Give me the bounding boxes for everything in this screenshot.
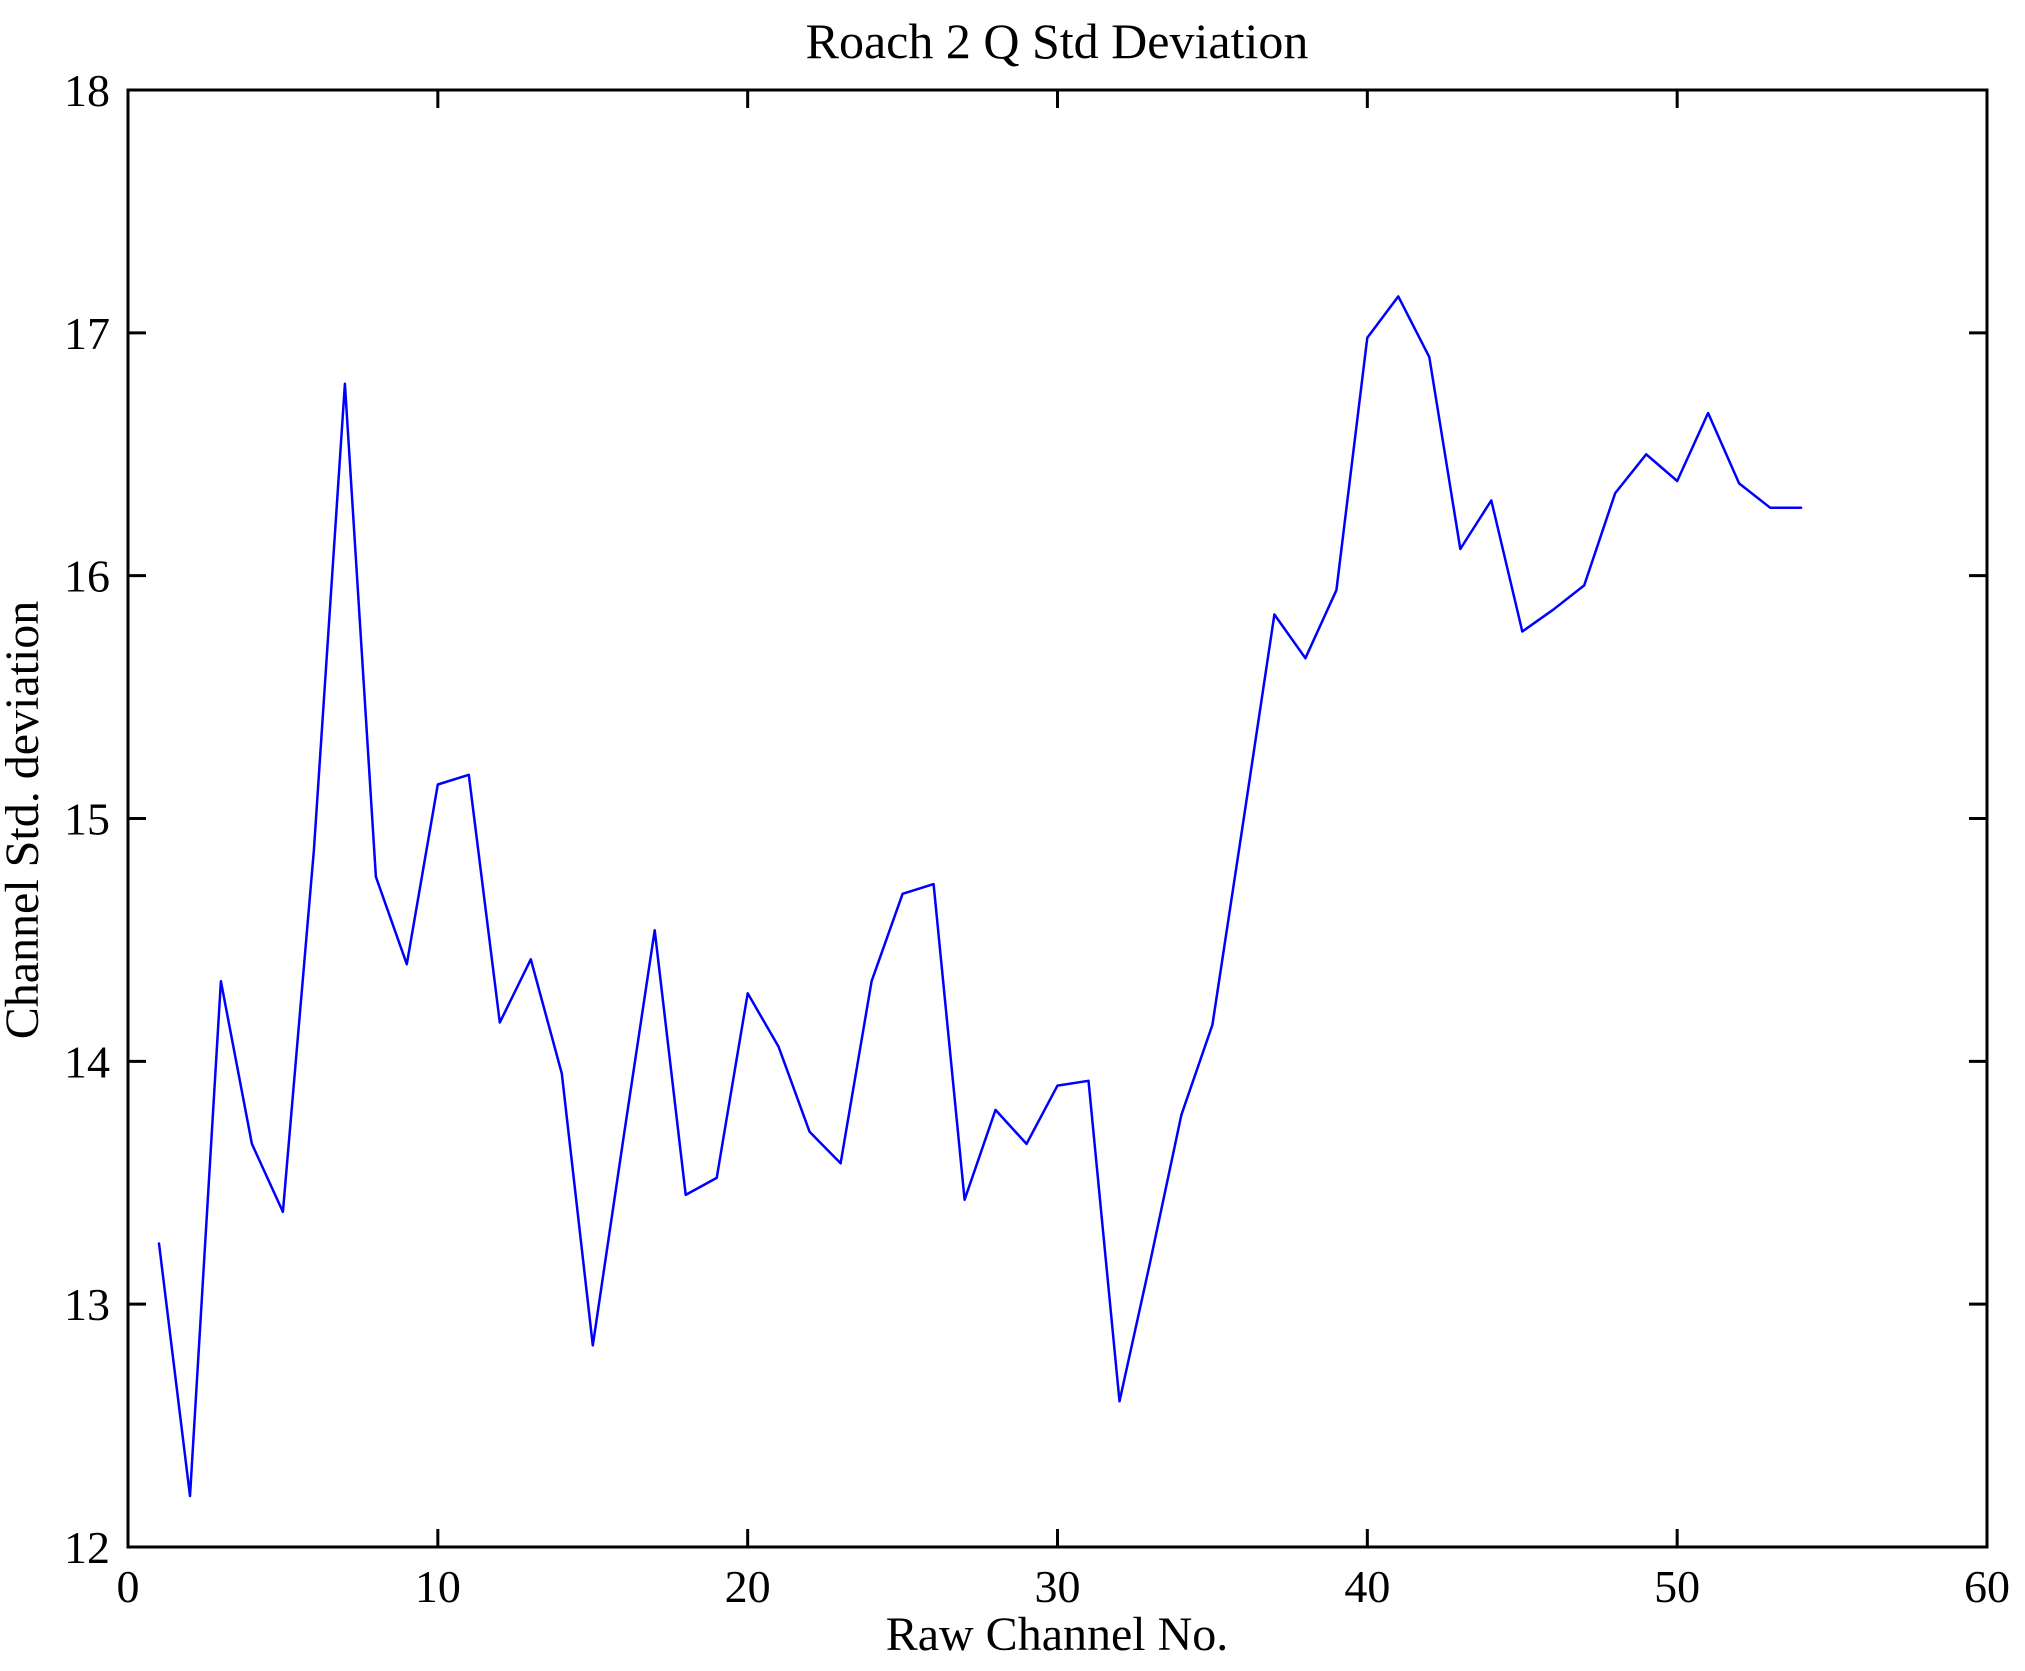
y-tick-label: 18 bbox=[64, 65, 110, 116]
x-tick-label: 20 bbox=[725, 1561, 771, 1612]
x-tick-label: 10 bbox=[415, 1561, 461, 1612]
y-tick-label: 15 bbox=[64, 794, 110, 845]
series-line bbox=[157, 295, 1803, 1498]
data-series bbox=[157, 295, 1803, 1498]
x-tick-label: 50 bbox=[1654, 1561, 1700, 1612]
y-tick-label: 12 bbox=[64, 1522, 110, 1573]
x-tick-label: 0 bbox=[117, 1561, 140, 1612]
x-axis-label: Raw Channel No. bbox=[886, 1608, 1229, 1661]
y-tick-label: 13 bbox=[64, 1279, 110, 1330]
x-tick-label: 40 bbox=[1344, 1561, 1390, 1612]
y-tick-label: 16 bbox=[64, 551, 110, 602]
chart-title: Roach 2 Q Std Deviation bbox=[806, 13, 1309, 69]
axis-tick-labels: 0 10 20 30 40 50 60 12 13 14 15 16 17 18 bbox=[64, 65, 2010, 1612]
y-axis-label: Channel Std. deviation bbox=[0, 601, 49, 1040]
y-tick-label: 17 bbox=[64, 308, 110, 359]
axis-ticks bbox=[126, 88, 1989, 1549]
x-tick-label: 60 bbox=[1964, 1561, 2010, 1612]
axis-box bbox=[126, 88, 1989, 1549]
x-tick-label: 30 bbox=[1035, 1561, 1081, 1612]
y-tick-label: 14 bbox=[64, 1036, 110, 1087]
